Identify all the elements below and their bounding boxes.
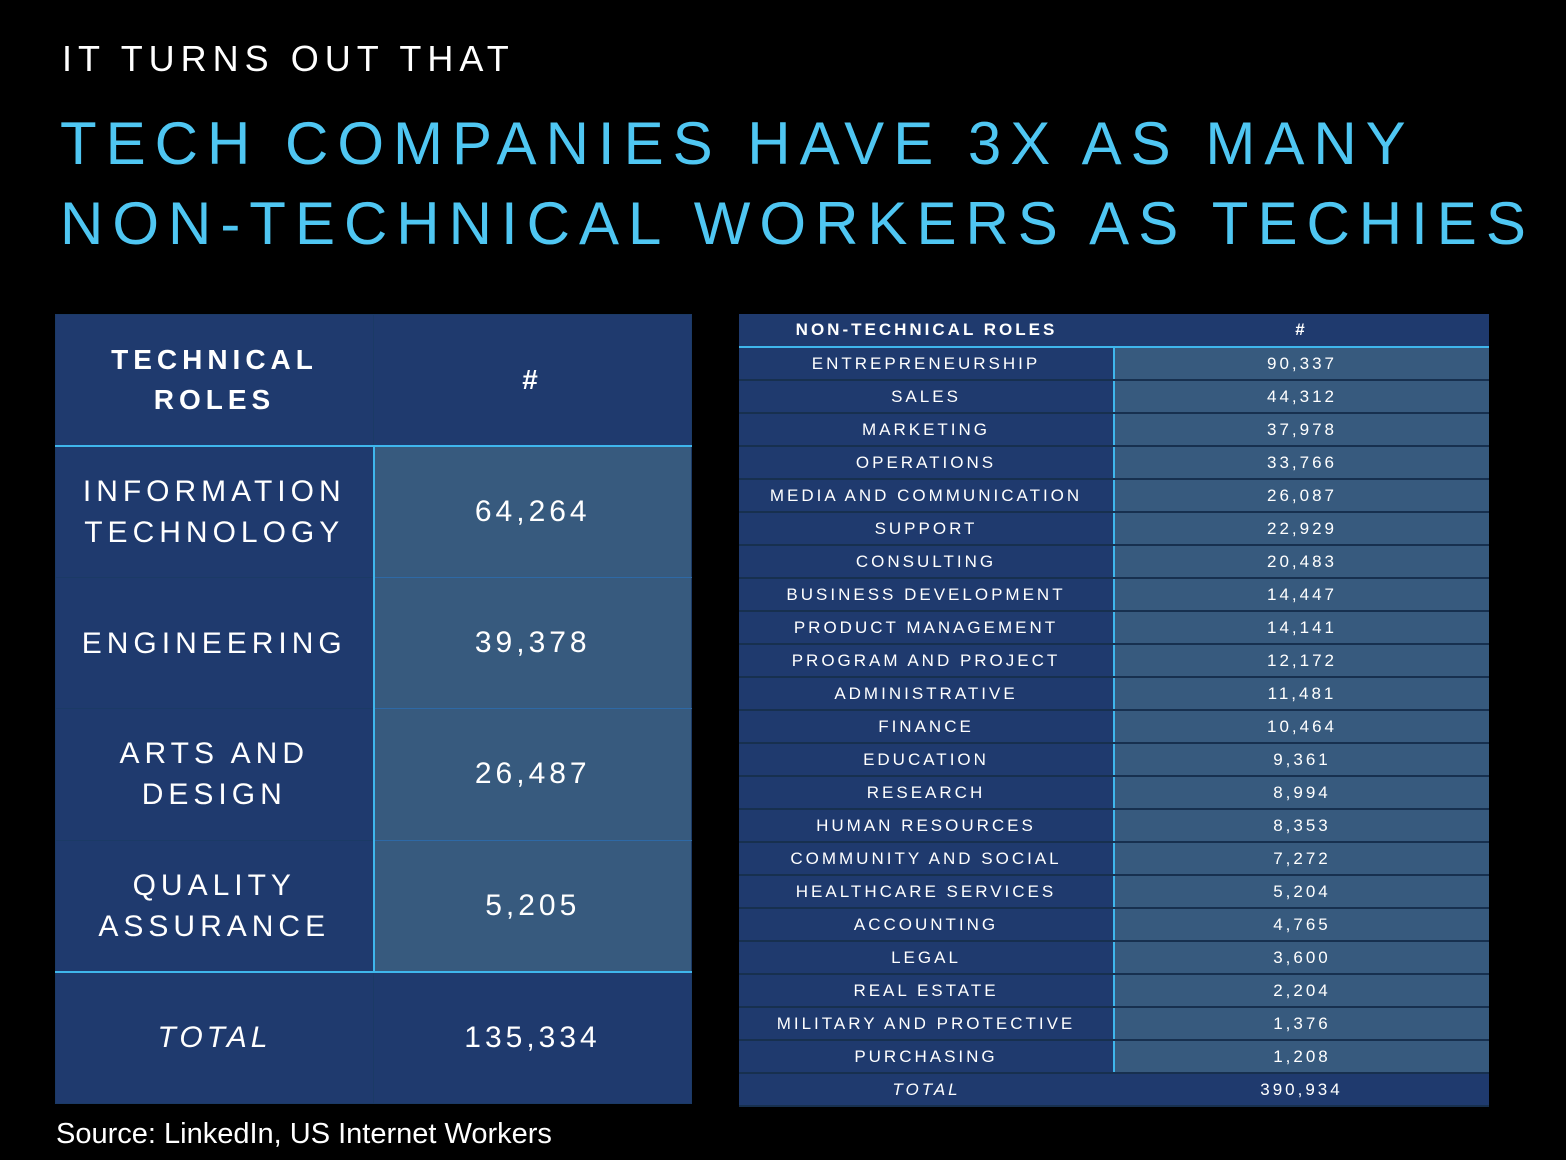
count-cell: 2,204 [1114,974,1489,1008]
role-cell: ENTREPRENEURSHIP [739,347,1115,381]
count-cell: 22,929 [1114,512,1489,546]
role-cell: PURCHASING [739,1040,1115,1074]
slide-subtitle: IT TURNS OUT THAT [62,38,515,79]
count-cell: 3,600 [1114,941,1489,975]
count-cell: 8,353 [1114,809,1489,843]
count-cell: 14,447 [1114,578,1489,612]
role-cell: LEGAL [739,941,1115,975]
role-cell: MEDIA AND COMMUNICATION [739,479,1115,513]
table-row: PRODUCT MANAGEMENT 14,141 [739,611,1489,645]
role-cell: OPERATIONS [739,446,1115,480]
role-cell: ARTS AND DESIGN [55,708,375,841]
table-row: BUSINESS DEVELOPMENT 14,447 [739,578,1489,612]
count-cell: 90,337 [1114,347,1489,381]
role-cell: ADMINISTRATIVE [739,677,1115,711]
table-row: MEDIA AND COMMUNICATION 26,087 [739,479,1489,513]
non-technical-count-header: # [1114,314,1489,348]
role-cell: MARKETING [739,413,1115,447]
total-label: TOTAL [55,970,374,1104]
count-cell: 44,312 [1114,380,1489,414]
role-cell: ENGINEERING [55,577,375,710]
table-row: QUALITY ASSURANCE 5,205 [55,839,692,973]
role-cell: COMMUNITY AND SOCIAL [739,842,1115,876]
role-cell: BUSINESS DEVELOPMENT [739,578,1115,612]
non-technical-header-row: NON-TECHNICAL ROLES # [739,314,1489,348]
role-cell: EDUCATION [739,743,1115,777]
non-technical-roles-header: NON-TECHNICAL ROLES [739,314,1114,348]
table-row: CONSULTING 20,483 [739,545,1489,579]
count-cell: 1,208 [1114,1040,1489,1074]
non-technical-roles-table: NON-TECHNICAL ROLES # ENTREPRENEURSHIP 90… [739,314,1489,1107]
table-row: SALES 44,312 [739,380,1489,414]
count-cell: 64,264 [373,445,692,579]
count-cell: 10,464 [1114,710,1489,744]
table-row: MILITARY AND PROTECTIVE 1,376 [739,1007,1489,1041]
slide-title: TECH COMPANIES HAVE 3X AS MANY NON-TECHN… [60,104,1535,264]
role-cell: MILITARY AND PROTECTIVE [739,1007,1115,1041]
role-cell: SALES [739,380,1115,414]
role-cell: REAL ESTATE [739,974,1115,1008]
table-row: ENGINEERING 39,378 [55,577,692,710]
table-row: OPERATIONS 33,766 [739,446,1489,480]
table-row: PROGRAM AND PROJECT 12,172 [739,644,1489,678]
table-row: LEGAL 3,600 [739,941,1489,975]
table-row: RESEARCH 8,994 [739,776,1489,810]
count-cell: 4,765 [1114,908,1489,942]
table-row: ENTREPRENEURSHIP 90,337 [739,347,1489,381]
count-cell: 33,766 [1114,446,1489,480]
technical-header-row: TECHNICAL ROLES # [55,314,692,447]
count-cell: 5,205 [373,839,692,973]
count-cell: 8,994 [1114,776,1489,810]
technical-count-header: # [373,314,692,447]
count-cell: 5,204 [1114,875,1489,909]
role-cell: PRODUCT MANAGEMENT [739,611,1115,645]
source-note: Source: LinkedIn, US Internet Workers [56,1118,552,1150]
count-cell: 20,483 [1114,545,1489,579]
table-row: PURCHASING 1,208 [739,1040,1489,1074]
count-cell: 26,087 [1114,479,1489,513]
count-cell: 1,376 [1114,1007,1489,1041]
total-label: TOTAL [739,1072,1114,1107]
count-cell: 11,481 [1114,677,1489,711]
role-cell: HEALTHCARE SERVICES [739,875,1115,909]
role-cell: QUALITY ASSURANCE [55,839,375,973]
table-row: COMMUNITY AND SOCIAL 7,272 [739,842,1489,876]
role-cell: HUMAN RESOURCES [739,809,1115,843]
technical-roles-table: TECHNICAL ROLES # INFORMATION TECHNOLOGY… [55,314,692,1104]
role-cell: PROGRAM AND PROJECT [739,644,1115,678]
technical-roles-header: TECHNICAL ROLES [55,314,374,447]
count-cell: 39,378 [373,577,692,710]
title-line-1: TECH COMPANIES HAVE 3X AS MANY [60,110,1415,177]
table-row: ACCOUNTING 4,765 [739,908,1489,942]
total-count: 135,334 [373,970,692,1104]
table-row: INFORMATION TECHNOLOGY 64,264 [55,445,692,579]
count-cell: 9,361 [1114,743,1489,777]
total-count: 390,934 [1114,1072,1489,1107]
role-cell: RESEARCH [739,776,1115,810]
count-cell: 12,172 [1114,644,1489,678]
table-row: SUPPORT 22,929 [739,512,1489,546]
count-cell: 7,272 [1114,842,1489,876]
title-line-2: NON-TECHNICAL WORKERS AS TECHIES [60,190,1535,257]
table-row: MARKETING 37,978 [739,413,1489,447]
table-row: ARTS AND DESIGN 26,487 [55,708,692,841]
table-row: HUMAN RESOURCES 8,353 [739,809,1489,843]
table-row: ADMINISTRATIVE 11,481 [739,677,1489,711]
table-row: HEALTHCARE SERVICES 5,204 [739,875,1489,909]
role-cell: CONSULTING [739,545,1115,579]
table-row: REAL ESTATE 2,204 [739,974,1489,1008]
table-row: FINANCE 10,464 [739,710,1489,744]
role-cell: INFORMATION TECHNOLOGY [55,445,375,579]
table-row: EDUCATION 9,361 [739,743,1489,777]
role-cell: ACCOUNTING [739,908,1115,942]
non-technical-total-row: TOTAL 390,934 [739,1072,1489,1107]
role-cell: SUPPORT [739,512,1115,546]
count-cell: 26,487 [373,708,692,841]
role-cell: FINANCE [739,710,1115,744]
count-cell: 14,141 [1114,611,1489,645]
technical-total-row: TOTAL 135,334 [55,970,692,1104]
count-cell: 37,978 [1114,413,1489,447]
